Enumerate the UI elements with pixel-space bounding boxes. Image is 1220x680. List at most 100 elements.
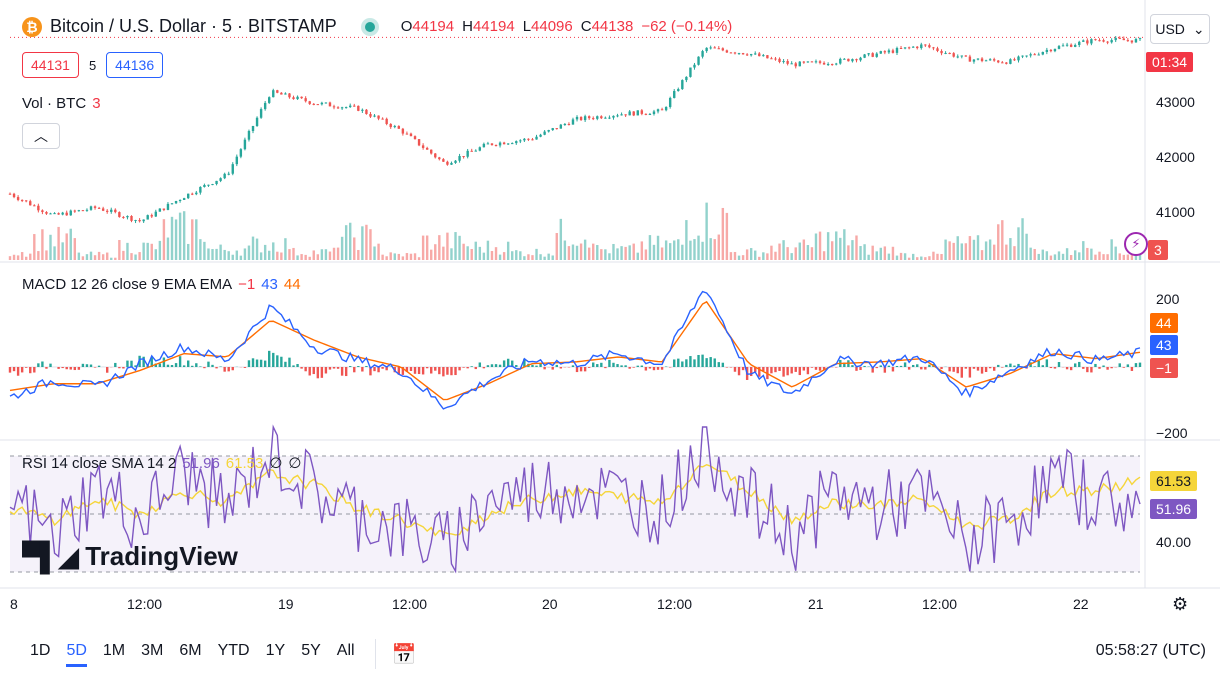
macd-histogram-bar xyxy=(373,367,376,372)
volume-bar xyxy=(1017,227,1020,260)
volume-bar xyxy=(134,254,137,260)
price-candle xyxy=(12,193,16,198)
macd-histogram-bar xyxy=(1134,363,1138,367)
flash-icon[interactable]: ⚡ xyxy=(1124,232,1148,256)
price-candle xyxy=(762,55,765,57)
volume-bar xyxy=(1005,244,1008,260)
range-button-6m[interactable]: 6M xyxy=(179,641,202,659)
price-candle xyxy=(932,47,935,49)
volume-bar xyxy=(725,212,729,260)
volume-bar xyxy=(239,255,243,260)
price-candle xyxy=(235,156,239,165)
rsi-legend-label: RSI 14 close SMA 14 2 xyxy=(22,455,177,472)
macd-histogram-bar xyxy=(810,367,814,368)
price-candle xyxy=(466,150,469,157)
price-candle xyxy=(839,58,842,64)
price-candle xyxy=(1130,40,1134,43)
range-button-5d[interactable]: 5D xyxy=(66,642,87,667)
price-candle xyxy=(531,139,534,141)
range-button-1y[interactable]: 1Y xyxy=(265,641,286,659)
macd-hist-value: −1 xyxy=(238,276,256,293)
range-button-all[interactable]: All xyxy=(336,641,355,659)
volume-bar xyxy=(851,240,854,260)
price-candle xyxy=(802,61,806,63)
symbol-title[interactable]: Bitcoin / U.S. Dollar · 5 · BITSTAMP xyxy=(50,16,337,36)
date-range-icon[interactable]: 📅 xyxy=(391,643,417,666)
volume-bar xyxy=(446,232,449,260)
symbol-header[interactable]: ₿ Bitcoin / U.S. Dollar · 5 · BITSTAMP O… xyxy=(22,16,732,37)
price-candle xyxy=(907,47,911,49)
market-status-icon[interactable] xyxy=(364,21,375,32)
volume-bar xyxy=(458,235,461,260)
volume-bar xyxy=(195,219,198,260)
volume-legend[interactable]: Vol · BTC 3 xyxy=(22,95,101,112)
price-candle xyxy=(162,208,166,210)
chart-canvas[interactable] xyxy=(0,0,1220,628)
macd-histogram-bar xyxy=(126,360,129,367)
volume-bar xyxy=(668,243,672,260)
volume-bar xyxy=(612,243,615,260)
macd-histogram-bar xyxy=(211,364,214,367)
price-candle xyxy=(721,48,725,51)
price-candle xyxy=(150,215,153,217)
macd-histogram-bar xyxy=(855,367,858,371)
sell-button[interactable]: 44131 xyxy=(22,52,79,78)
price-candle xyxy=(316,104,320,106)
price-candle xyxy=(632,111,635,116)
utc-clock[interactable]: 05:58:27 (UTC) xyxy=(1095,642,1206,659)
range-button-3m[interactable]: 3M xyxy=(141,641,164,659)
buy-button[interactable]: 44136 xyxy=(106,52,164,78)
volume-bar xyxy=(547,253,550,260)
macd-histogram-bar xyxy=(494,364,498,367)
macd-histogram-bar xyxy=(446,367,449,375)
macd-legend[interactable]: MACD 12 26 close 9 EMA EMA −1 43 44 xyxy=(22,276,301,293)
price-candle xyxy=(174,200,178,204)
volume-bar xyxy=(490,250,494,260)
macd-histogram-bar xyxy=(802,367,806,371)
time-axis-tick: 12:00 xyxy=(127,596,163,612)
price-candle xyxy=(259,109,263,118)
macd-histogram-bar xyxy=(754,367,757,372)
range-button-1d[interactable]: 1D xyxy=(30,641,51,659)
currency-select[interactable]: USD ⌄ xyxy=(1150,14,1210,44)
macd-histogram-bar xyxy=(924,367,927,370)
tradingview-logo[interactable]: ▀▌◢ TradingView xyxy=(22,540,238,573)
volume-bar xyxy=(1094,254,1097,260)
volume-tag: 3 xyxy=(1148,240,1168,260)
macd-histogram-bar xyxy=(12,367,16,372)
price-candle xyxy=(263,102,267,110)
volume-bar xyxy=(523,256,526,260)
range-button-1m[interactable]: 1M xyxy=(102,641,126,659)
range-button-5y[interactable]: 5Y xyxy=(301,641,321,659)
time-axis-tick: 12:00 xyxy=(657,596,693,612)
price-candle xyxy=(182,198,186,200)
volume-bar xyxy=(8,256,12,260)
volume-bar xyxy=(559,218,563,260)
macd-histogram-bar xyxy=(988,367,992,369)
macd-histogram-bar xyxy=(142,356,145,367)
macd-histogram-bar xyxy=(583,367,587,372)
volume-bar xyxy=(1069,255,1073,260)
volume-bar xyxy=(717,234,720,260)
price-candle xyxy=(806,61,810,63)
collapse-legend-button[interactable]: ︿ xyxy=(22,123,60,149)
macd-histogram-bar xyxy=(543,367,546,370)
macd-histogram-bar xyxy=(187,360,190,367)
rsi-legend[interactable]: RSI 14 close SMA 14 2 51.96 61.53 ∅ ∅ xyxy=(22,454,302,472)
macd-histogram-bar xyxy=(911,364,915,367)
rsi-value: 51.96 xyxy=(182,455,220,472)
price-candle xyxy=(673,91,676,98)
settings-icon[interactable]: ⚙ xyxy=(1172,594,1189,614)
volume-bar xyxy=(697,235,700,260)
range-button-ytd[interactable]: YTD xyxy=(217,641,250,659)
macd-histogram-bar xyxy=(320,367,324,378)
macd-histogram-bar xyxy=(693,359,696,367)
volume-bar xyxy=(976,235,980,260)
macd-histogram-bar xyxy=(490,364,494,367)
volume-bar xyxy=(737,255,741,260)
volume-bar xyxy=(1090,248,1093,260)
macd-histogram-bar xyxy=(332,367,336,369)
volume-bar xyxy=(1138,250,1142,260)
macd-line-value: 43 xyxy=(261,276,278,293)
volume-bar xyxy=(85,254,89,260)
